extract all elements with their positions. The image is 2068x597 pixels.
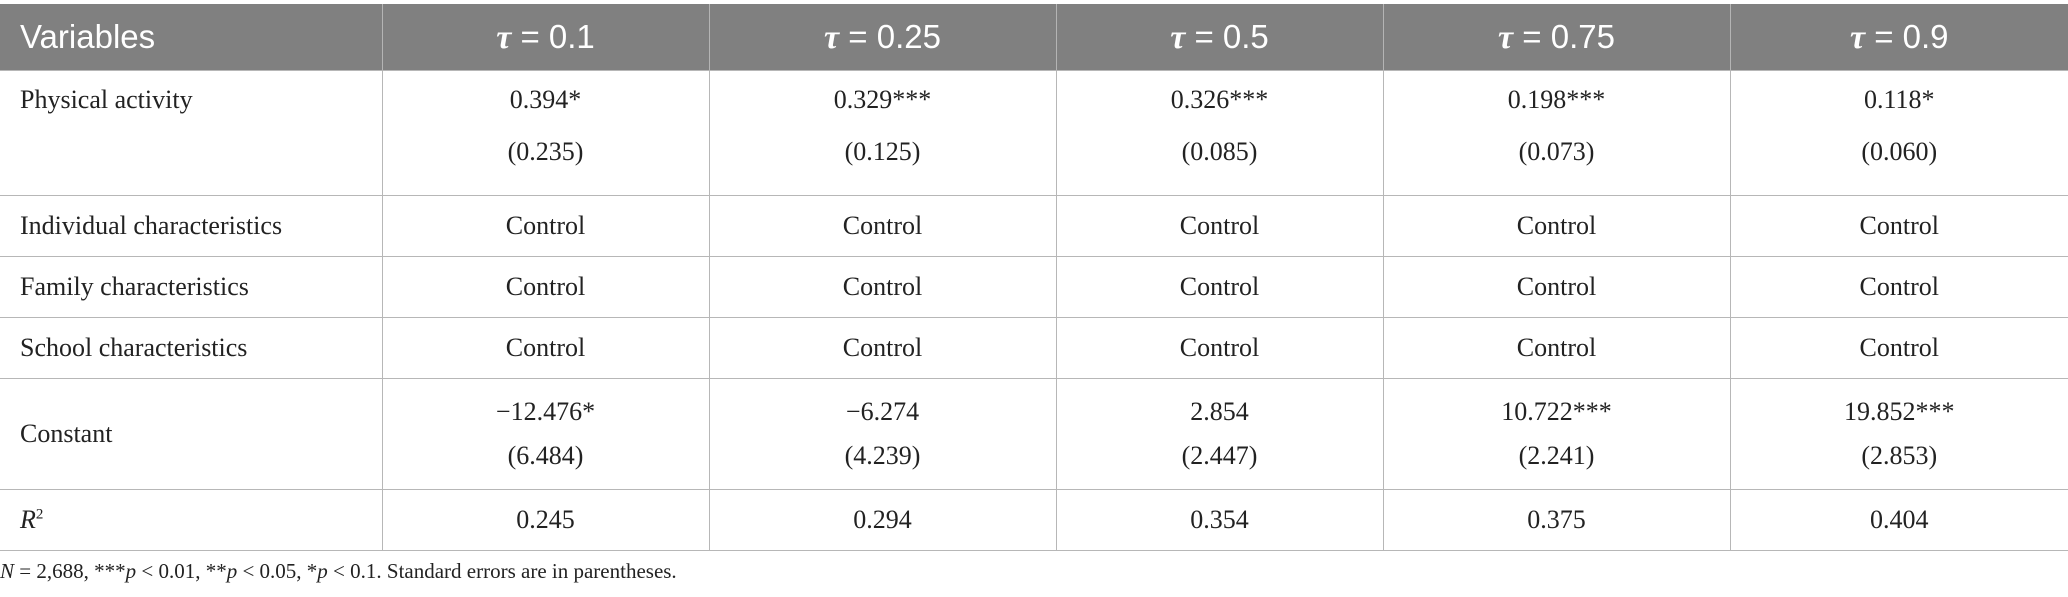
quantile-value: = 0.5 xyxy=(1194,17,1269,55)
table-footnote: N = 2,688, ***p < 0.01, **p < 0.05, *p <… xyxy=(0,559,677,584)
control-cell: Control xyxy=(1729,195,2068,257)
row-individual-characteristics: Individual characteristics Control Contr… xyxy=(0,195,2068,257)
standard-error: (0.085) xyxy=(1181,137,1258,166)
header-quantile: τ = 0.75 xyxy=(1382,4,1730,71)
coefficient: 0.198*** xyxy=(1507,85,1606,114)
quantile-regression-table: Variables τ = 0.1 τ = 0.25 τ = 0.5 τ = 0… xyxy=(0,4,2068,551)
standard-error: (0.060) xyxy=(1861,137,1938,166)
footnote-p: p xyxy=(226,559,238,583)
coefficient: 10.722*** xyxy=(1501,397,1612,426)
footnote-text: < 0.05, * xyxy=(237,559,318,583)
standard-error: (2.853) xyxy=(1861,441,1938,470)
control-cell: Control xyxy=(1055,317,1384,379)
r2-cell: 0.294 xyxy=(708,489,1057,551)
tau-symbol: τ xyxy=(1849,18,1866,56)
row-label: School characteristics xyxy=(0,317,383,379)
control-cell: Control xyxy=(1729,317,2068,379)
tau-symbol: τ xyxy=(1498,18,1514,56)
row-school-characteristics: School characteristics Control Control C… xyxy=(0,317,2068,379)
tau-symbol: τ xyxy=(824,18,840,56)
estimate-cell: 0.329*** (0.125) xyxy=(708,70,1057,196)
row-label: Physical activity xyxy=(0,70,383,196)
control-cell: Control xyxy=(381,317,710,379)
control-cell: Control xyxy=(1055,256,1384,318)
estimate-cell: 0.326*** (0.085) xyxy=(1055,70,1384,196)
r2-cell: 0.354 xyxy=(1055,489,1384,551)
estimate-cell: 0.394* (0.235) xyxy=(381,70,710,196)
coefficient: 19.852*** xyxy=(1844,397,1955,426)
coefficient: 0.394* xyxy=(509,85,582,114)
row-family-characteristics: Family characteristics Control Control C… xyxy=(0,256,2068,318)
row-label: Family characteristics xyxy=(0,256,383,318)
control-cell: Control xyxy=(708,195,1057,257)
footnote-text: < 0.01, ** xyxy=(136,559,227,583)
footnote-p: p xyxy=(125,559,137,583)
quantile-value: = 0.9 xyxy=(1874,17,1949,55)
row-r-squared: R2 0.245 0.294 0.354 0.375 0.404 xyxy=(0,489,2068,551)
standard-error: (0.235) xyxy=(507,137,584,166)
quantile-value: = 0.25 xyxy=(848,17,941,55)
control-cell: Control xyxy=(381,195,710,257)
control-cell: Control xyxy=(1382,195,1731,257)
estimate-cell: 2.854 (2.447) xyxy=(1055,378,1384,490)
control-cell: Control xyxy=(708,256,1057,318)
regression-table-container: Variables τ = 0.1 τ = 0.25 τ = 0.5 τ = 0… xyxy=(0,4,2068,551)
header-row: Variables τ = 0.1 τ = 0.25 τ = 0.5 τ = 0… xyxy=(0,4,2068,71)
header-variables: Variables xyxy=(0,4,382,71)
r-symbol: R xyxy=(20,505,36,534)
row-constant: Constant −12.476* (6.484) −6.274 (4.239) 2… xyxy=(0,378,2068,490)
control-cell: Control xyxy=(381,256,710,318)
header-quantile: τ = 0.1 xyxy=(381,4,709,71)
r-superscript: 2 xyxy=(35,506,44,523)
row-physical-activity: Physical activity 0.394* (0.235) 0.329***… xyxy=(0,70,2068,196)
control-cell: Control xyxy=(708,317,1057,379)
estimate-cell: 19.852*** (2.853) xyxy=(1729,378,2068,490)
r2-cell: 0.375 xyxy=(1382,489,1731,551)
coefficient: 2.854 xyxy=(1190,397,1249,426)
coefficient: −12.476* xyxy=(495,397,596,426)
footnote-text: < 0.1. Standard errors are in parenthese… xyxy=(327,559,677,583)
estimate-cell: 10.722*** (2.241) xyxy=(1382,378,1731,490)
header-quantile: τ = 0.5 xyxy=(1055,4,1383,71)
coefficient: −6.274 xyxy=(845,397,920,426)
header-quantile: τ = 0.9 xyxy=(1729,4,2068,71)
footnote-text: = 2,688, *** xyxy=(14,559,126,583)
coefficient: 0.329*** xyxy=(833,85,932,114)
estimate-cell: 0.198*** (0.073) xyxy=(1382,70,1731,196)
row-label: R2 xyxy=(0,489,383,551)
estimate-cell: −12.476* (6.484) xyxy=(381,378,710,490)
standard-error: (2.447) xyxy=(1181,441,1258,470)
tau-symbol: τ xyxy=(496,18,512,56)
tau-symbol: τ xyxy=(1170,18,1186,56)
row-label: Individual characteristics xyxy=(0,195,383,257)
standard-error: (2.241) xyxy=(1518,441,1595,470)
control-cell: Control xyxy=(1382,256,1731,318)
r2-cell: 0.245 xyxy=(381,489,710,551)
footnote-n: N xyxy=(0,559,15,583)
quantile-value: = 0.1 xyxy=(520,17,595,55)
row-label: Constant xyxy=(0,378,383,490)
estimate-cell: 0.118* (0.060) xyxy=(1729,70,2068,196)
header-quantile: τ = 0.25 xyxy=(708,4,1056,71)
standard-error: (0.073) xyxy=(1518,137,1595,166)
control-cell: Control xyxy=(1729,256,2068,318)
control-cell: Control xyxy=(1382,317,1731,379)
standard-error: (4.239) xyxy=(844,441,921,470)
coefficient: 0.326*** xyxy=(1170,85,1269,114)
standard-error: (6.484) xyxy=(507,441,584,470)
r2-cell: 0.404 xyxy=(1729,489,2068,551)
standard-error: (0.125) xyxy=(844,137,921,166)
control-cell: Control xyxy=(1055,195,1384,257)
coefficient: 0.118* xyxy=(1863,85,1935,114)
footnote-p: p xyxy=(317,559,328,583)
quantile-value: = 0.75 xyxy=(1522,17,1615,55)
estimate-cell: −6.274 (4.239) xyxy=(708,378,1057,490)
